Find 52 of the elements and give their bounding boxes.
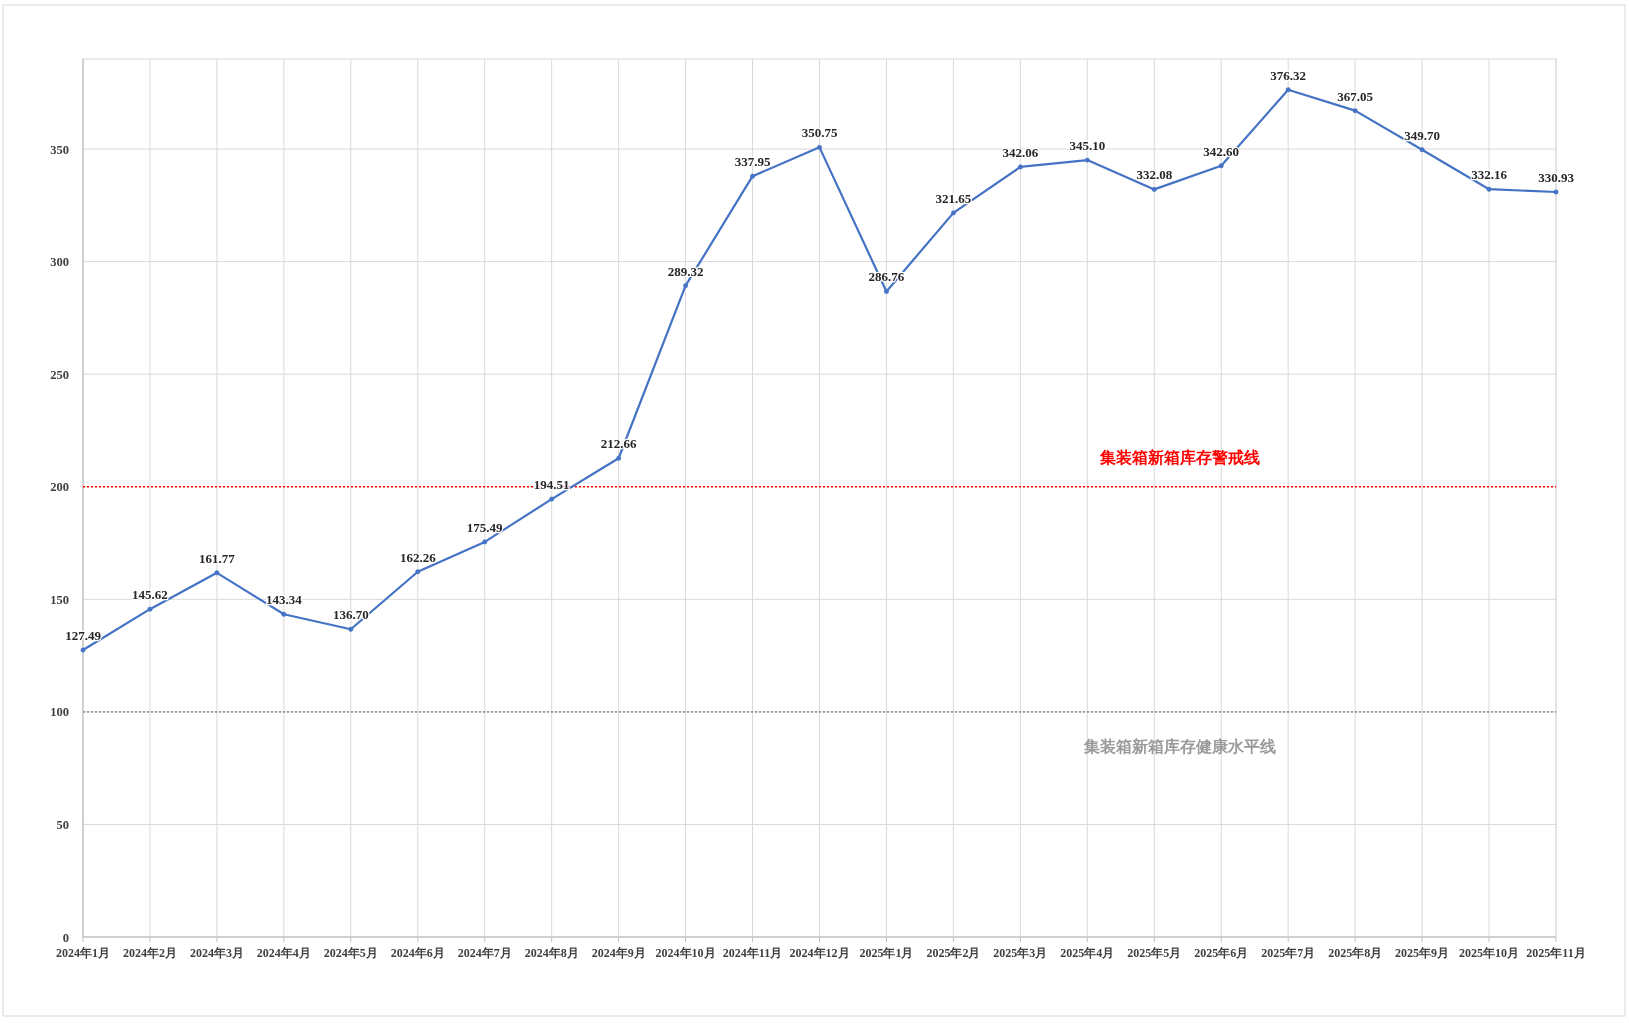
data-label: 194.51 <box>533 477 570 493</box>
x-tick-label: 2024年2月 <box>122 946 177 960</box>
x-tick-label: 2024年8月 <box>524 946 579 960</box>
x-tick-label: 2024年10月 <box>655 946 716 960</box>
y-tick-label: 200 <box>50 480 69 495</box>
x-tick-label: 2024年7月 <box>457 946 512 960</box>
data-label: 136.70 <box>332 607 369 623</box>
x-tick-label: 2024年9月 <box>591 946 646 960</box>
x-tick-label: 2025年1月 <box>859 946 914 960</box>
x-tick-label: 2024年3月 <box>189 946 244 960</box>
data-label: 127.49 <box>65 628 101 643</box>
x-tick-label: 2025年8月 <box>1328 946 1383 960</box>
data-label: 349.70 <box>1404 127 1440 143</box>
x-tick-label: 2025年4月 <box>1060 946 1115 960</box>
x-tick-label: 2025年2月 <box>926 946 981 960</box>
data-label: 330.93 <box>1538 170 1574 185</box>
x-tick-label: 2025年10月 <box>1459 946 1520 960</box>
data-label: 337.95 <box>734 154 771 170</box>
data-label: 332.16 <box>1471 167 1507 183</box>
x-tick-label: 2024年1月 <box>56 946 110 960</box>
data-label: 162.26 <box>399 549 436 565</box>
data-label: 145.62 <box>132 587 168 603</box>
x-tick-label: 2025年6月 <box>1194 946 1249 960</box>
x-tick-label: 2024年5月 <box>323 946 378 960</box>
data-label: 342.06 <box>1002 144 1039 160</box>
data-label: 350.75 <box>801 125 838 141</box>
x-tick-label: 2025年9月 <box>1395 946 1450 960</box>
data-label: 175.49 <box>466 519 503 535</box>
data-label: 161.77 <box>199 550 235 566</box>
y-tick-label: 0 <box>62 930 69 945</box>
x-tick-label: 2024年4月 <box>256 946 311 960</box>
x-tick-label: 2025年11月 <box>1526 946 1586 960</box>
ref-line-label: 集装箱新箱库存警戒线 <box>1099 447 1261 467</box>
y-tick-label: 50 <box>56 817 69 832</box>
x-tick-label: 2025年7月 <box>1261 946 1316 960</box>
y-tick-label: 100 <box>50 705 69 720</box>
data-label: 332.08 <box>1136 167 1173 183</box>
x-tick-label: 2024年12月 <box>789 946 850 960</box>
data-label: 367.05 <box>1337 88 1373 104</box>
ref-line-label: 集装箱新箱库存健康水平线 <box>1083 736 1277 756</box>
data-label: 321.65 <box>935 190 972 206</box>
x-tick-label: 2025年3月 <box>993 946 1048 960</box>
y-tick-label: 350 <box>50 142 69 157</box>
x-tick-label: 2024年6月 <box>390 946 445 960</box>
y-tick-label: 300 <box>50 255 69 270</box>
y-tick-label: 150 <box>50 592 69 607</box>
x-tick-label: 2025年5月 <box>1127 946 1182 960</box>
x-tick-label: 2024年11月 <box>722 946 783 960</box>
data-label: 376.32 <box>1270 67 1307 83</box>
data-label: 143.34 <box>266 592 302 608</box>
data-label: 345.10 <box>1069 138 1106 154</box>
y-tick-label: 250 <box>50 367 69 382</box>
